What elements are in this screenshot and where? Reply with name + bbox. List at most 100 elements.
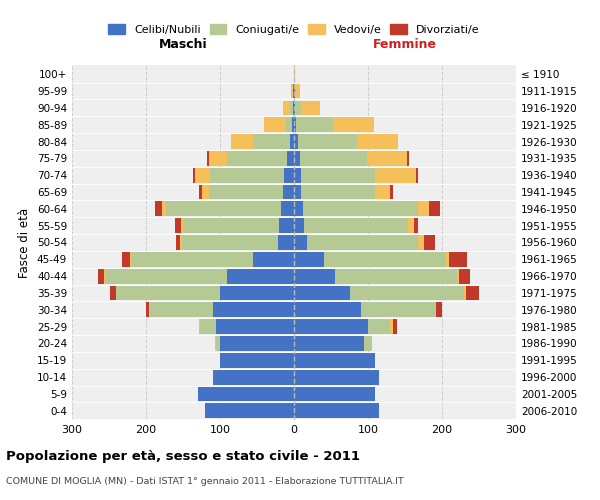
Bar — [376, 184, 390, 200]
Bar — [459, 268, 470, 283]
Bar — [436, 302, 442, 317]
Bar — [335, 268, 457, 283]
Bar — [294, 370, 379, 384]
Bar — [130, 252, 131, 266]
Bar — [298, 134, 357, 149]
Bar — [294, 67, 295, 82]
Text: Femmine: Femmine — [373, 38, 437, 51]
Bar — [209, 184, 283, 200]
Text: COMUNE DI MOGLIA (MN) - Dati ISTAT 1° gennaio 2011 - Elaborazione TUTTITALIA.IT: COMUNE DI MOGLIA (MN) - Dati ISTAT 1° ge… — [6, 478, 404, 486]
Bar — [296, 84, 300, 98]
Bar — [290, 134, 294, 149]
Bar — [175, 218, 181, 233]
Bar — [416, 168, 418, 182]
Bar — [294, 134, 298, 149]
Bar — [390, 319, 393, 334]
Bar — [407, 151, 409, 166]
Bar — [301, 168, 376, 182]
Bar — [304, 218, 408, 233]
Bar — [376, 168, 416, 182]
Bar — [294, 336, 364, 351]
Bar — [364, 336, 372, 351]
Bar — [294, 386, 376, 402]
Bar — [162, 202, 166, 216]
Bar — [220, 286, 294, 300]
Bar — [217, 336, 220, 351]
Bar — [434, 302, 436, 317]
Bar — [357, 134, 398, 149]
Bar — [428, 202, 440, 216]
Bar — [220, 336, 294, 351]
Bar — [294, 319, 368, 334]
Bar — [286, 118, 292, 132]
Bar — [408, 218, 414, 233]
Bar — [466, 286, 479, 300]
Bar — [122, 252, 130, 266]
Bar — [149, 302, 150, 317]
Bar — [293, 84, 294, 98]
Bar — [193, 168, 195, 182]
Bar — [110, 286, 116, 300]
Bar — [307, 235, 418, 250]
Bar — [294, 218, 304, 233]
Bar — [294, 151, 300, 166]
Bar — [209, 151, 227, 166]
Bar — [303, 202, 418, 216]
Bar — [105, 268, 227, 283]
Bar — [294, 202, 303, 216]
Bar — [209, 168, 284, 182]
Bar — [263, 118, 286, 132]
Bar — [181, 218, 183, 233]
Bar — [292, 118, 294, 132]
Bar — [368, 319, 390, 334]
Bar — [295, 84, 296, 98]
Bar — [116, 286, 220, 300]
Bar — [294, 100, 295, 116]
Bar — [227, 151, 287, 166]
Bar — [182, 235, 278, 250]
Bar — [294, 84, 295, 98]
Bar — [301, 184, 376, 200]
Bar — [199, 319, 200, 334]
Bar — [294, 118, 296, 132]
Bar — [176, 235, 180, 250]
Bar — [361, 302, 434, 317]
Bar — [393, 319, 397, 334]
Bar — [287, 151, 294, 166]
Bar — [253, 134, 290, 149]
Bar — [253, 252, 294, 266]
Bar — [291, 84, 293, 98]
Bar — [166, 202, 281, 216]
Bar — [205, 404, 294, 418]
Bar — [293, 100, 294, 116]
Bar — [333, 118, 374, 132]
Bar — [281, 202, 294, 216]
Bar — [449, 252, 467, 266]
Bar — [104, 268, 106, 283]
Bar — [199, 184, 202, 200]
Bar — [294, 353, 376, 368]
Bar — [294, 268, 335, 283]
Bar — [457, 268, 459, 283]
Bar — [231, 134, 253, 149]
Legend: Celibi/Nubili, Coniugati/e, Vedovi/e, Divorziati/e: Celibi/Nubili, Coniugati/e, Vedovi/e, Di… — [109, 24, 479, 35]
Y-axis label: Fasce di età: Fasce di età — [19, 208, 31, 278]
Bar — [418, 202, 428, 216]
Bar — [98, 268, 104, 283]
Bar — [294, 168, 301, 182]
Text: Maschi: Maschi — [158, 38, 208, 51]
Bar — [131, 252, 253, 266]
Bar — [215, 336, 216, 351]
Bar — [295, 100, 301, 116]
Bar — [216, 319, 294, 334]
Y-axis label: Anni di nascita: Anni di nascita — [597, 199, 600, 286]
Bar — [208, 151, 209, 166]
Bar — [279, 218, 294, 233]
Bar — [290, 100, 293, 116]
Bar — [294, 252, 323, 266]
Text: Popolazione per età, sesso e stato civile - 2011: Popolazione per età, sesso e stato civil… — [6, 450, 360, 463]
Bar — [301, 100, 320, 116]
Bar — [294, 302, 361, 317]
Bar — [294, 184, 301, 200]
Bar — [212, 302, 294, 317]
